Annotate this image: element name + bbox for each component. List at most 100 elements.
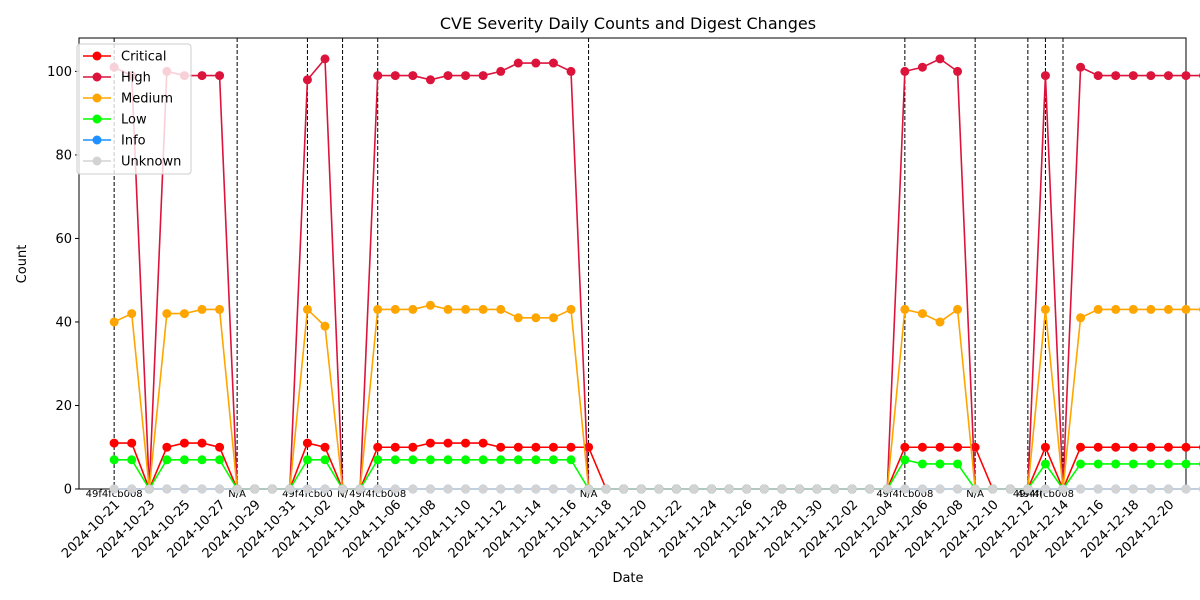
x-axis-title: Date [612, 571, 643, 586]
data-point-unknown [1023, 484, 1033, 494]
legend-label-high: High [121, 71, 151, 86]
data-point-low [548, 455, 558, 465]
data-point-low [425, 455, 435, 465]
data-point-high [1093, 71, 1103, 81]
series-line-critical [114, 442, 1200, 492]
data-point-unknown [900, 484, 910, 494]
legend-marker-low [92, 114, 102, 124]
data-point-medium [478, 304, 488, 314]
data-point-unknown [1005, 484, 1015, 494]
legend-label-unknown: Unknown [121, 155, 181, 170]
data-point-low [127, 455, 137, 465]
data-point-unknown [988, 484, 998, 494]
data-point-low [109, 455, 119, 465]
data-point-low [162, 455, 172, 465]
data-point-critical [1111, 442, 1121, 452]
data-point-medium [953, 304, 963, 314]
data-point-low [1128, 459, 1138, 469]
data-point-high [443, 71, 453, 81]
data-point-low [953, 459, 963, 469]
data-point-unknown [794, 484, 804, 494]
data-point-critical [953, 442, 963, 452]
data-point-high [408, 71, 418, 81]
data-point-medium [408, 304, 418, 314]
data-point-unknown [250, 484, 260, 494]
data-point-unknown [636, 484, 646, 494]
data-point-unknown [830, 484, 840, 494]
data-point-high [1111, 71, 1121, 81]
digest-change-label: N/ [337, 489, 348, 500]
data-point-high [1040, 71, 1050, 81]
data-point-medium [109, 317, 119, 327]
data-point-high [461, 71, 471, 81]
data-point-high [953, 66, 963, 76]
data-point-critical [531, 442, 541, 452]
data-point-unknown [109, 484, 119, 494]
data-point-critical [513, 442, 523, 452]
data-point-medium [425, 300, 435, 310]
data-point-critical [109, 438, 119, 448]
data-point-critical [1093, 442, 1103, 452]
data-point-low [215, 455, 225, 465]
legend-marker-unknown [92, 156, 102, 166]
data-point-medium [1181, 304, 1191, 314]
data-point-unknown [742, 484, 752, 494]
data-point-medium [443, 304, 453, 314]
series-line-high [113, 56, 1200, 490]
data-point-medium [900, 304, 910, 314]
data-point-unknown [935, 484, 945, 494]
legend: Critical High Medium Low Info Unknown [76, 43, 192, 175]
data-point-unknown [127, 484, 137, 494]
data-point-low [900, 455, 910, 465]
data-point-unknown [671, 484, 681, 494]
data-point-low [478, 455, 488, 465]
legend-label-info: Info [121, 134, 146, 149]
data-point-critical [566, 442, 576, 452]
data-point-critical [900, 442, 910, 452]
data-point-high [425, 75, 435, 85]
data-point-unknown [584, 484, 594, 494]
data-point-medium [1040, 304, 1050, 314]
data-point-high [531, 58, 541, 68]
data-point-critical [425, 438, 435, 448]
data-point-medium [935, 317, 945, 327]
data-point-critical [320, 442, 330, 452]
digest-change-label: 49f4fcb008 [876, 489, 933, 500]
digest-annotations: 49f4fcb008 N/A 49f4fcb00 N/49f4fcb008 N/A 49f… [86, 38, 1074, 500]
data-point-low [197, 455, 207, 465]
data-point-low [566, 455, 576, 465]
data-point-unknown [1093, 484, 1103, 494]
data-point-medium [197, 304, 207, 314]
data-point-low [320, 455, 330, 465]
digest-change-label: 49f4fcb008 [1017, 489, 1074, 500]
data-point-critical [162, 442, 172, 452]
data-point-medium [513, 313, 523, 323]
data-point-unknown [812, 484, 822, 494]
data-point-critical [215, 442, 225, 452]
data-point-medium [127, 309, 137, 319]
data-point-unknown [355, 484, 365, 494]
data-point-high [1128, 71, 1138, 81]
data-point-high [197, 71, 207, 81]
data-point-high [548, 58, 558, 68]
data-point-unknown [724, 484, 734, 494]
data-point-unknown [601, 484, 611, 494]
data-point-unknown [865, 484, 875, 494]
legend-label-medium: Medium [121, 92, 173, 107]
data-point-unknown [390, 484, 400, 494]
data-point-unknown [162, 484, 172, 494]
legend-label-low: Low [121, 113, 147, 128]
digest-change-label: N/A [580, 489, 598, 500]
data-point-low [408, 455, 418, 465]
data-point-medium [548, 313, 558, 323]
data-point-unknown [1076, 484, 1086, 494]
data-point-medium [1076, 313, 1086, 323]
data-point-critical [179, 438, 189, 448]
data-point-critical [443, 438, 453, 448]
data-point-medium [162, 309, 172, 319]
data-point-low [302, 455, 312, 465]
data-point-high [373, 71, 383, 81]
digest-change-label: 49f4fcb00 [282, 489, 333, 500]
chart-title: CVE Severity Daily Counts and Digest Cha… [440, 14, 816, 33]
